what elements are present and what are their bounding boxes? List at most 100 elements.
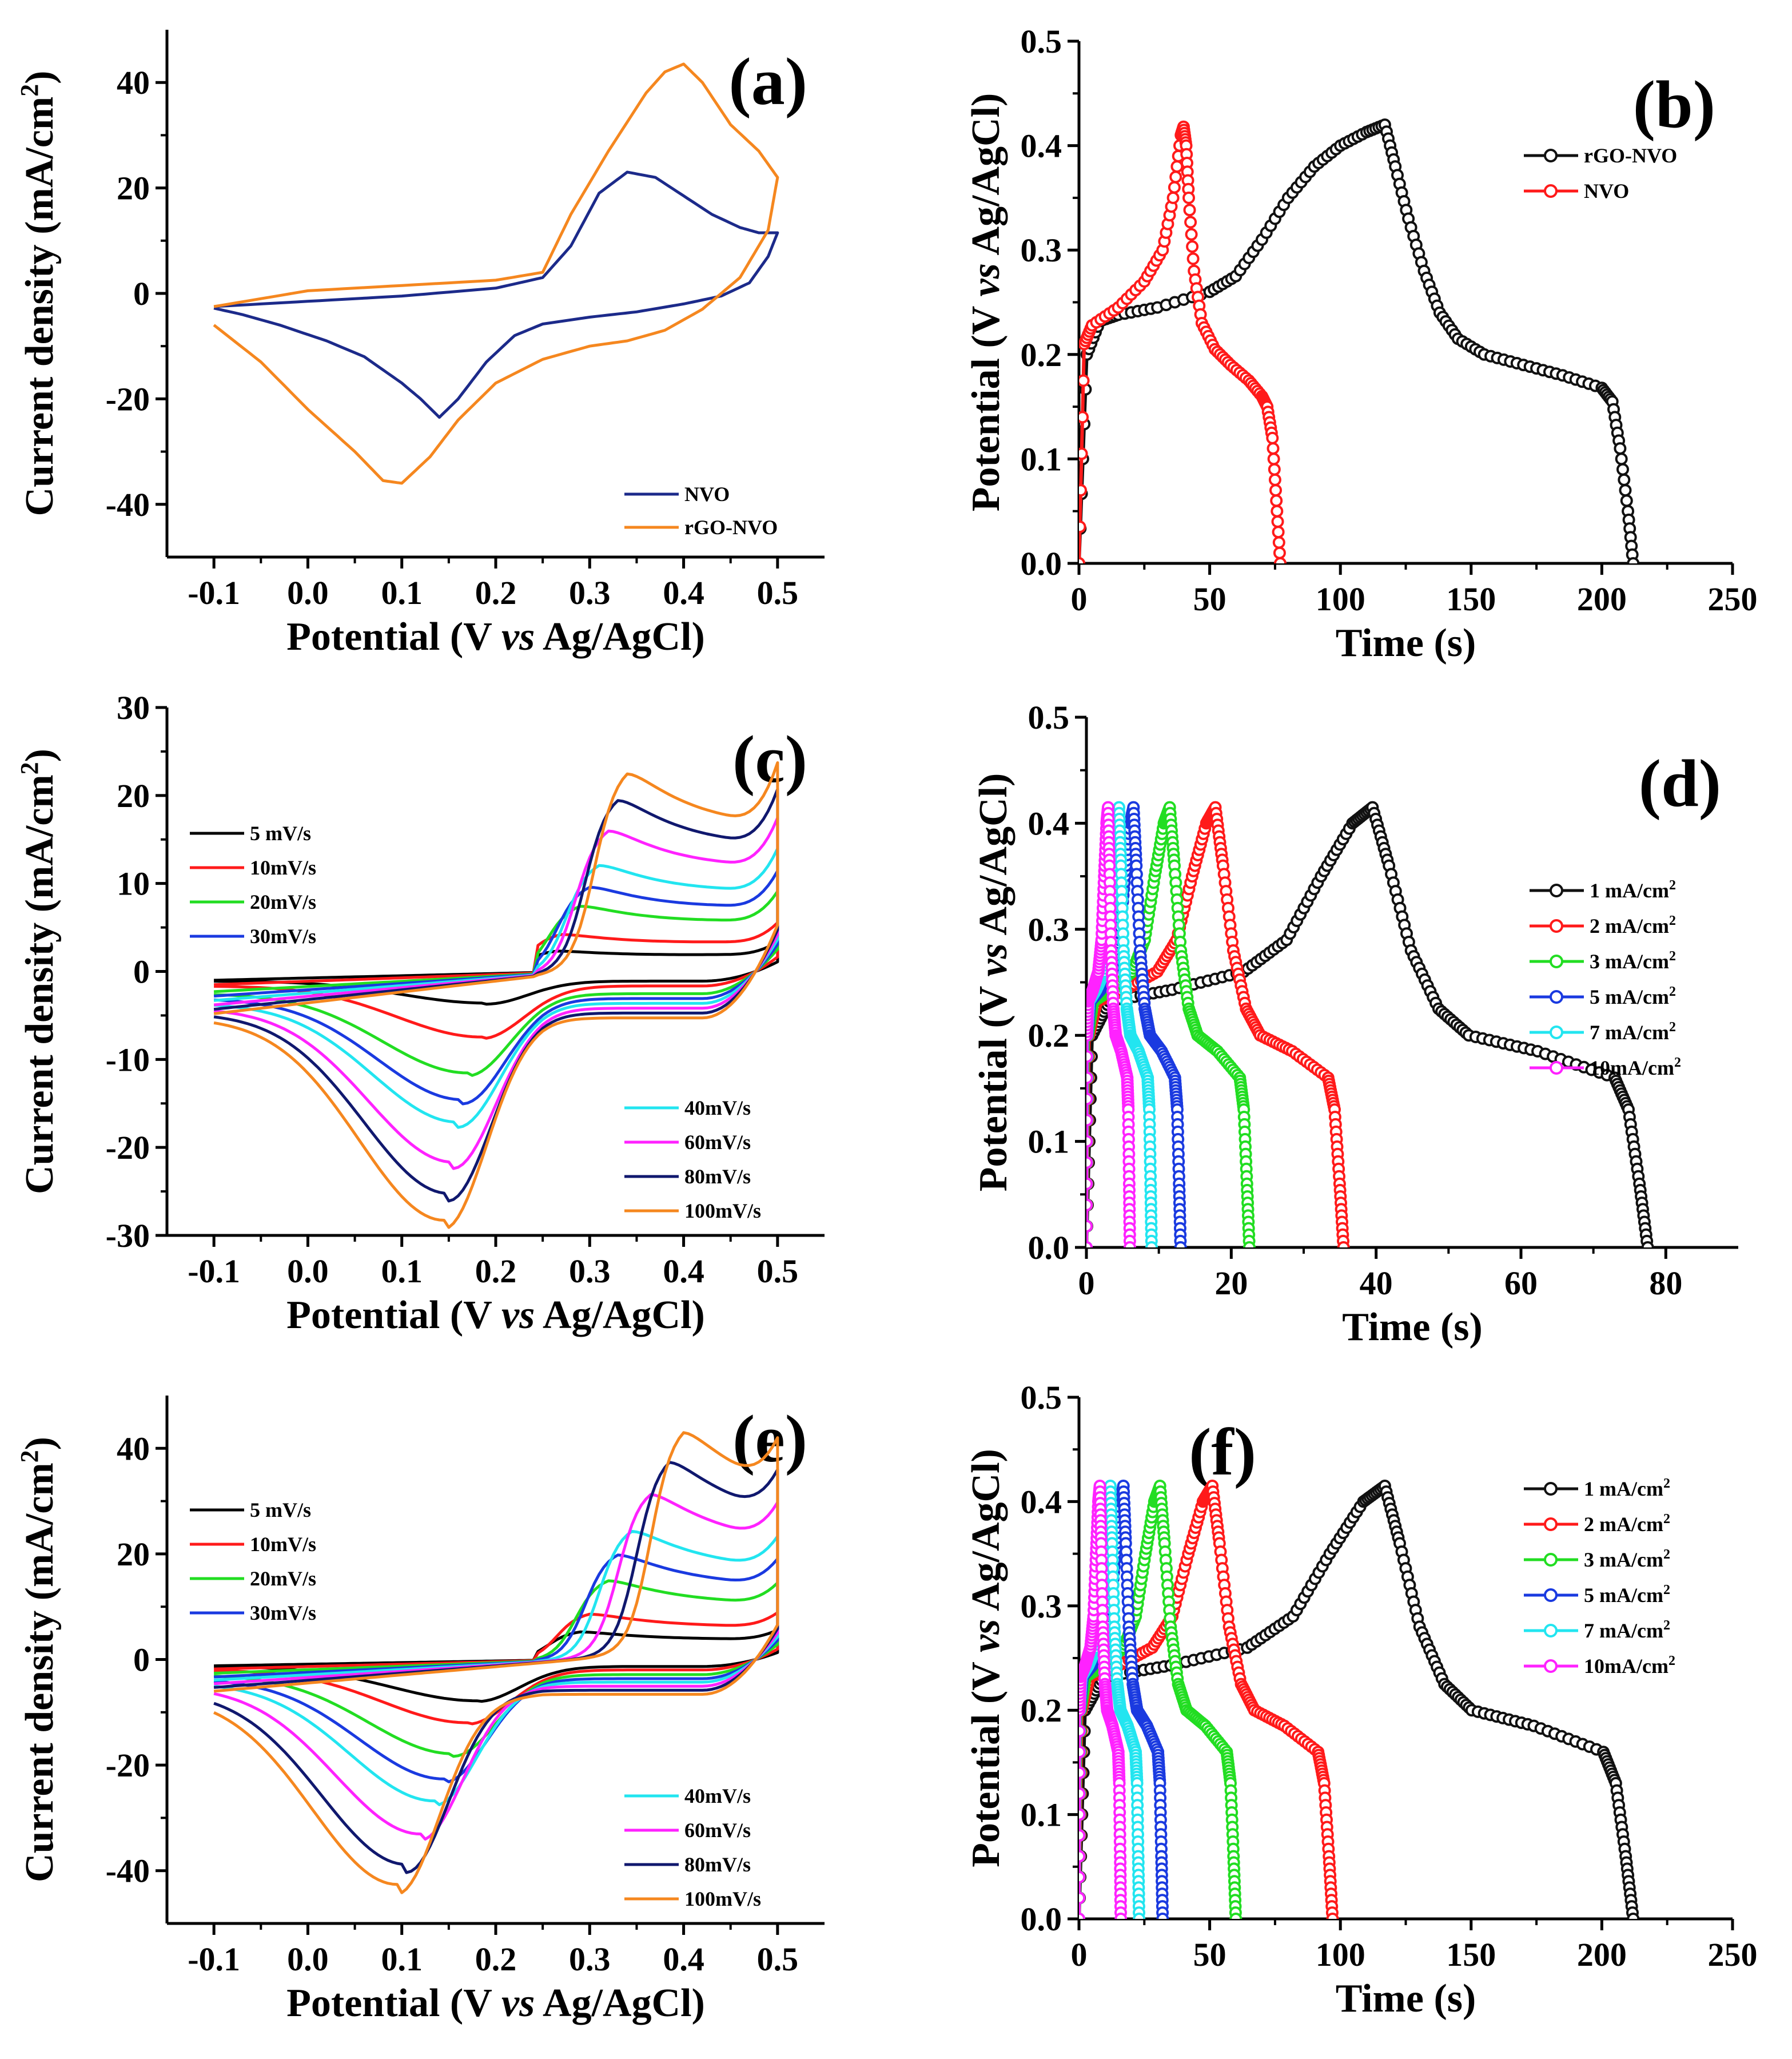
series-line-7 <box>213 761 779 1229</box>
data-point <box>1271 515 1284 528</box>
data-point <box>1086 1135 1093 1148</box>
x-tick-label: 80 <box>1649 1265 1682 1302</box>
y-axis-title: Current density (mA/cm2) <box>15 749 62 1194</box>
x-axis-title: Potential (V vs Ag/AgCl) <box>286 1981 705 2025</box>
y-tick-label: 20 <box>117 777 150 814</box>
legend-label: 30mV/s <box>250 1601 316 1624</box>
legend-label: 2 mA/cm2 <box>1590 913 1676 937</box>
y-tick-label: 0.2 <box>1021 1692 1062 1729</box>
data-point <box>1620 494 1633 507</box>
data-point <box>1273 546 1286 559</box>
legend-entry: 10mA/cm2 <box>1530 1055 1681 1079</box>
x-tick-label: 0.3 <box>569 1941 611 1978</box>
panel-e: -0.1 0.0 0.1 0.2 0.3 0.4 0.5 -40 -20 0 20 40 Potenti… <box>15 1396 825 2025</box>
y-tick-label: 30 <box>117 689 150 726</box>
x-tick-label: 0.2 <box>475 574 517 611</box>
data-point <box>1618 473 1631 486</box>
legend-entry: 10mV/s <box>190 1533 316 1556</box>
y-tick-label: -20 <box>106 1747 150 1784</box>
y-tick-label: 0.4 <box>1028 805 1070 842</box>
x-tick-label: 50 <box>1193 581 1226 618</box>
legend-label: 2 mA/cm2 <box>1584 1512 1670 1536</box>
legend-label: 40mV/s <box>684 1096 751 1119</box>
x-tick-label: 50 <box>1193 1936 1226 1973</box>
series-line-1 <box>214 1611 779 1726</box>
legend-marker <box>1550 919 1563 933</box>
legend-marker <box>1550 1025 1563 1039</box>
y-tick-label: -30 <box>106 1217 150 1254</box>
y-axis-title: Potential (V vs Ag/AgCl) <box>964 1449 1008 1867</box>
legend-label: 10mA/cm2 <box>1584 1653 1675 1678</box>
x-tick-label: -0.1 <box>188 1941 240 1978</box>
data-point <box>1186 240 1199 253</box>
data-point <box>1079 1766 1086 1779</box>
x-tick-label: 20 <box>1214 1265 1248 1302</box>
panel-b: 0 50 100 150 200 250 0.0 0.1 0.2 0.3 0.4 0.5 Time (s… <box>964 23 1758 665</box>
y-tick-label: -20 <box>106 1129 150 1166</box>
legend-entry: 3 mA/cm2 <box>1530 949 1676 973</box>
x-axis-title: Potential (V vs Ag/AgCl) <box>286 615 705 659</box>
legend-marker <box>1544 1482 1558 1496</box>
y-tick-label: 0.0 <box>1021 545 1062 582</box>
y-axis-title: Current density (mA/cm2) <box>15 1437 62 1882</box>
data-point <box>1183 204 1196 217</box>
panel-label: (f) <box>1189 1414 1256 1489</box>
panel-label: (d) <box>1639 746 1721 821</box>
data-point <box>1627 1913 1640 1919</box>
legend-label: rGO-NVO <box>684 516 778 539</box>
y-tick-label: 0.1 <box>1028 1123 1070 1160</box>
y-tick-label: 0.1 <box>1021 1796 1062 1834</box>
data-point <box>1079 520 1086 534</box>
x-tick-label: 60 <box>1504 1265 1538 1302</box>
legend-marker <box>1550 990 1563 1004</box>
legend-label: 10mA/cm2 <box>1590 1055 1681 1079</box>
legend: 5 mV/s 10mV/s 20mV/s 30mV/s 40mV/s 60mV/s 80mV… <box>190 822 761 1222</box>
y-tick-label: 0.2 <box>1028 1017 1070 1054</box>
legend-label: 3 mA/cm2 <box>1584 1547 1670 1571</box>
legend-marker <box>1544 149 1558 162</box>
data-point <box>1326 1913 1339 1919</box>
data-point <box>1615 452 1628 466</box>
data-point <box>1268 463 1281 476</box>
legend-marker <box>1550 884 1563 897</box>
data-point <box>1079 1829 1086 1842</box>
data-point <box>1079 411 1089 424</box>
data-point <box>1079 1891 1086 1905</box>
x-tick-label: 0.0 <box>287 1941 329 1978</box>
legend-label: 100mV/s <box>684 1199 761 1222</box>
y-tick-label: -40 <box>106 486 150 523</box>
series-markers-5 <box>1079 1480 1128 1919</box>
data-point <box>1337 1241 1350 1247</box>
legend-marker <box>1544 184 1558 198</box>
panel-a: -0.1 0.0 0.1 0.2 0.3 0.4 0.5 -40 -20 0 20 40 Potenti… <box>15 30 825 659</box>
x-axis-title: Time (s) <box>1342 1305 1483 1349</box>
data-point <box>1274 557 1287 563</box>
y-tick-label: 40 <box>117 1430 150 1467</box>
legend-marker <box>1550 955 1563 968</box>
data-point <box>1086 1092 1093 1106</box>
data-point <box>1079 374 1090 387</box>
y-tick-label: -40 <box>106 1853 150 1890</box>
legend-entry: 5 mA/cm2 <box>1530 984 1676 1008</box>
legend: NVO rGO-NVO <box>624 483 778 539</box>
data-point <box>1272 526 1285 539</box>
legend-label: 5 mA/cm2 <box>1590 984 1676 1008</box>
x-tick-label: 100 <box>1316 1936 1365 1973</box>
y-tick-label: 0 <box>133 953 150 991</box>
legend-entry: 100mV/s <box>624 1199 761 1222</box>
y-tick-label: 20 <box>117 170 150 207</box>
y-tick-label: 20 <box>117 1536 150 1573</box>
legend-entry: 20mV/s <box>190 1567 316 1590</box>
data-point <box>1614 442 1627 455</box>
y-tick-label: 0 <box>133 1641 150 1679</box>
panel-d: 0 20 40 60 80 0.0 0.1 0.2 0.3 0.4 0.5 Time (s) Poten… <box>971 699 1738 1349</box>
x-tick-label: 0.5 <box>757 574 799 611</box>
legend-entry: NVO <box>624 483 730 506</box>
data-point <box>1184 216 1197 229</box>
data-point <box>1079 447 1088 460</box>
x-tick-label: 100 <box>1316 581 1365 618</box>
legend-label: 40mV/s <box>684 1784 751 1807</box>
legend-entry: 30mV/s <box>190 1601 316 1624</box>
panel-c: -0.1 0.0 0.1 0.2 0.3 0.4 0.5 -30 -20 -10 0 10 20 30 Po… <box>15 689 825 1337</box>
